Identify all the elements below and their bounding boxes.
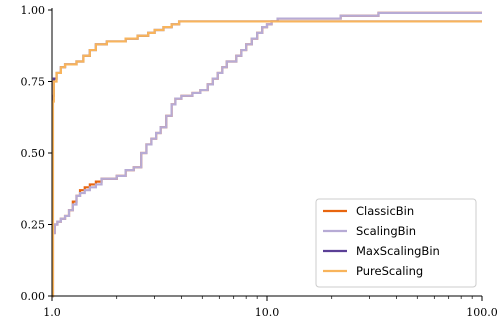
x-tick-label: 1.0 xyxy=(43,306,61,319)
legend-box xyxy=(315,198,477,288)
x-tick-label: 100.0 xyxy=(466,306,498,319)
series-line-scalingbin xyxy=(51,11,482,298)
legend-label: ScalingBin xyxy=(356,224,416,238)
series-layer xyxy=(51,11,482,298)
legend-label: ClassicBin xyxy=(356,204,414,218)
ticks: 0.00 0.25 0.50 0.75 1.00 1.0 10.0 100.0 xyxy=(21,4,498,319)
legend-label: PureScaling xyxy=(356,264,423,278)
y-tick-label: 0.25 xyxy=(21,219,46,232)
y-tick-label: 1.00 xyxy=(21,4,46,17)
y-tick-label: 0.50 xyxy=(21,147,46,160)
y-tick-label: 0.00 xyxy=(21,290,46,303)
y-tick-label: 0.75 xyxy=(21,76,46,89)
legend-label: MaxScalingBin xyxy=(356,244,440,258)
series-line-purescaling xyxy=(51,20,482,298)
x-tick-label: 10.0 xyxy=(255,306,280,319)
legend: ClassicBin ScalingBin MaxScalingBin PureSca… xyxy=(315,198,477,288)
